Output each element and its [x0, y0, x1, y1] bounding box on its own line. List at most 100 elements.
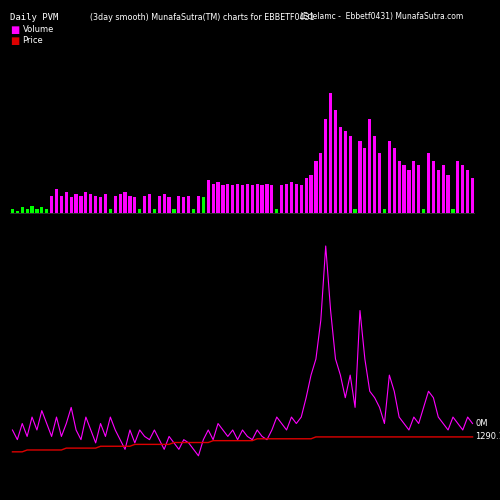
Bar	[70, 197, 73, 212]
Bar	[168, 197, 170, 212]
Bar	[417, 164, 420, 212]
Bar	[432, 162, 435, 212]
Bar	[422, 209, 425, 212]
Bar	[246, 184, 249, 212]
Bar	[358, 141, 362, 212]
Bar	[138, 209, 141, 212]
Bar	[260, 186, 264, 212]
Bar	[187, 196, 190, 212]
Bar	[84, 192, 87, 212]
Bar	[40, 208, 43, 212]
Bar	[55, 188, 58, 212]
Bar	[314, 162, 318, 212]
Bar	[222, 186, 224, 212]
Bar	[270, 186, 274, 212]
Bar	[266, 184, 268, 212]
Bar	[329, 93, 332, 212]
Bar	[236, 184, 239, 212]
Bar	[226, 184, 230, 212]
Text: Price: Price	[22, 36, 44, 45]
Bar	[128, 196, 132, 212]
Bar	[373, 136, 376, 212]
Bar	[148, 194, 151, 212]
Bar	[412, 162, 416, 212]
Bar	[392, 148, 396, 212]
Bar	[153, 209, 156, 212]
Text: (Edelamc -  Ebbetf0431) MunafaSutra.com: (Edelamc - Ebbetf0431) MunafaSutra.com	[300, 12, 463, 22]
Bar	[295, 184, 298, 212]
Bar	[452, 209, 454, 212]
Bar	[118, 194, 122, 212]
Bar	[89, 194, 92, 212]
Bar	[290, 182, 293, 212]
Bar	[104, 194, 107, 212]
Bar	[30, 206, 34, 212]
Bar	[158, 196, 161, 212]
Bar	[446, 175, 450, 212]
Bar	[250, 186, 254, 212]
Text: (3day smooth) MunafaSutra(TM) charts for EBBETF0431: (3day smooth) MunafaSutra(TM) charts for…	[90, 12, 314, 22]
Bar	[461, 164, 464, 212]
Bar	[197, 196, 200, 212]
Bar	[202, 197, 205, 212]
Bar	[319, 153, 322, 212]
Bar	[383, 209, 386, 212]
Bar	[114, 196, 117, 212]
Bar	[231, 186, 234, 212]
Bar	[80, 196, 82, 212]
Bar	[427, 153, 430, 212]
Bar	[280, 186, 283, 212]
Bar	[466, 170, 469, 212]
Bar	[241, 186, 244, 212]
Bar	[20, 208, 24, 212]
Bar	[300, 186, 303, 212]
Bar	[471, 178, 474, 212]
Bar	[94, 196, 97, 212]
Bar	[212, 184, 214, 212]
Bar	[124, 192, 126, 212]
Bar	[408, 170, 410, 212]
Text: Volume: Volume	[22, 25, 54, 34]
Bar	[64, 192, 68, 212]
Bar	[178, 196, 180, 212]
Text: 1290.12: 1290.12	[475, 432, 500, 442]
Bar	[256, 184, 259, 212]
Bar	[344, 130, 347, 212]
Bar	[310, 175, 312, 212]
Bar	[162, 194, 166, 212]
Bar	[99, 197, 102, 212]
Bar	[206, 180, 210, 212]
Bar	[402, 164, 406, 212]
Bar	[364, 148, 366, 212]
Bar	[182, 197, 186, 212]
Bar	[285, 184, 288, 212]
Bar	[368, 118, 372, 212]
Bar	[442, 164, 445, 212]
Bar	[109, 209, 112, 212]
Bar	[192, 209, 195, 212]
Bar	[60, 196, 63, 212]
Bar	[16, 211, 19, 212]
Bar	[348, 136, 352, 212]
Text: Daily PVM: Daily PVM	[10, 12, 58, 22]
Bar	[133, 197, 136, 212]
Bar	[354, 209, 356, 212]
Bar	[50, 196, 53, 212]
Bar	[74, 194, 78, 212]
Bar	[275, 209, 278, 212]
Bar	[304, 178, 308, 212]
Text: ■: ■	[10, 36, 19, 46]
Bar	[26, 209, 29, 212]
Bar	[388, 141, 391, 212]
Text: ■: ■	[10, 25, 19, 35]
Bar	[334, 110, 337, 212]
Bar	[339, 127, 342, 212]
Bar	[36, 209, 38, 212]
Bar	[143, 196, 146, 212]
Bar	[398, 162, 400, 212]
Bar	[172, 209, 176, 212]
Bar	[324, 118, 328, 212]
Bar	[216, 182, 220, 212]
Text: 0M: 0M	[475, 419, 488, 428]
Bar	[45, 209, 48, 212]
